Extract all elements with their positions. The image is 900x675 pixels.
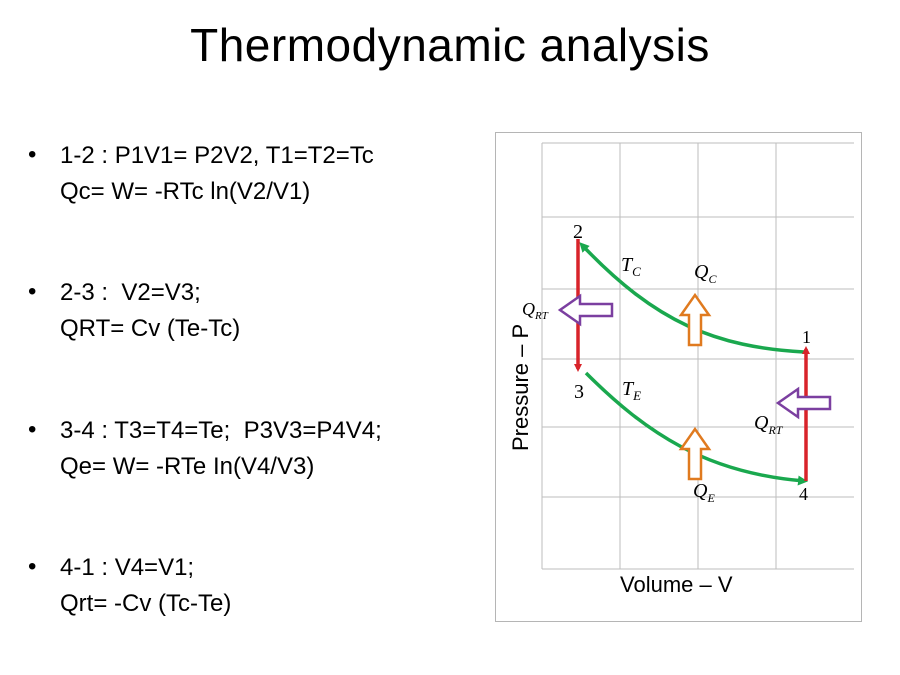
bullet-item-1-2: • 1-2 : P1V1= P2V2, T1=T2=Tc Qc= W= -RTc… [28,138,374,210]
heat-equation: QRT= Cv (Te-Tc) [60,315,241,342]
heat-label-qc-sub: C [708,272,717,286]
process-equation: 3-4 : T3=T4=Te; P3V3=P4V4; [60,417,382,444]
heat-label-qrt-left: QRT [522,299,549,322]
heat-label-qrt-left-sub: RT [534,310,549,322]
y-axis-label: Pressure – P [508,324,533,451]
isotherm-tc-label-sub: C [632,264,641,279]
heat-equation: Qe= W= -RTe In(V4/V3) [60,453,315,480]
grid [541,142,854,570]
pv-diagram-canvas: 1 2 3 4 TC TE QC QE QRT QRT Pressure – P… [508,142,854,597]
pv-diagram: 1 2 3 4 TC TE QC QE QRT QRT Pressure – P… [495,132,862,622]
isotherm-te-curve [584,371,808,486]
bullet-item-3-4: • 3-4 : T3=T4=Te; P3V3=P4V4; Qe= W= -RTe… [28,413,382,485]
isotherm-tc-label: TC [621,254,641,279]
isotherm-te-label-sub: E [632,388,641,403]
point-label-1: 1 [802,327,811,347]
point-label-4: 4 [799,484,808,504]
regen-arrow-right [775,386,832,420]
bullet-item-4-1: • 4-1 : V4=V1; Qrt= -Cv (Tc-Te) [28,550,231,622]
slide-title: Thermodynamic analysis [190,19,710,71]
heat-equation: Qrt= -Cv (Tc-Te) [60,590,232,617]
heat-in-arrow-expansion [678,426,712,481]
bullet-dot: • [28,553,37,580]
heat-label-qrt-right: QRT [754,412,784,437]
process-equation: 2-3 : V2=V3; [60,279,201,306]
bullet-dot: • [28,416,37,443]
isotherm-te-label: TE [622,378,641,403]
heat-equation: Qc= W= -RTc ln(V2/V1) [60,178,311,205]
bullet-item-2-3: • 2-3 : V2=V3; QRT= Cv (Te-Tc) [28,275,240,347]
bullet-dot: • [28,141,37,168]
heat-label-qe-main: Q [693,480,708,502]
bullet-dot: • [28,278,37,305]
process-equation: 1-2 : P1V1= P2V2, T1=T2=Tc [60,142,374,169]
heat-label-qe: QE [693,480,715,505]
heat-label-qc: QC [694,261,717,286]
heat-label-qrt-right-main: Q [754,412,769,434]
process-equation: 4-1 : V4=V1; [60,554,195,581]
heat-label-qc-main: Q [694,261,709,283]
isotherm-tc-label-main: T [621,254,634,276]
point-label-3: 3 [574,381,584,403]
heat-label-qrt-left-main: Q [522,299,535,319]
x-axis-label: Volume – V [620,572,733,597]
isotherm-te-label-main: T [622,378,635,400]
heat-label-qe-sub: E [706,491,715,505]
regen-arrow-left [557,293,614,327]
heat-in-arrow-compression [678,292,712,347]
point-label-2: 2 [573,221,583,243]
heat-label-qrt-right-sub: RT [767,423,783,437]
